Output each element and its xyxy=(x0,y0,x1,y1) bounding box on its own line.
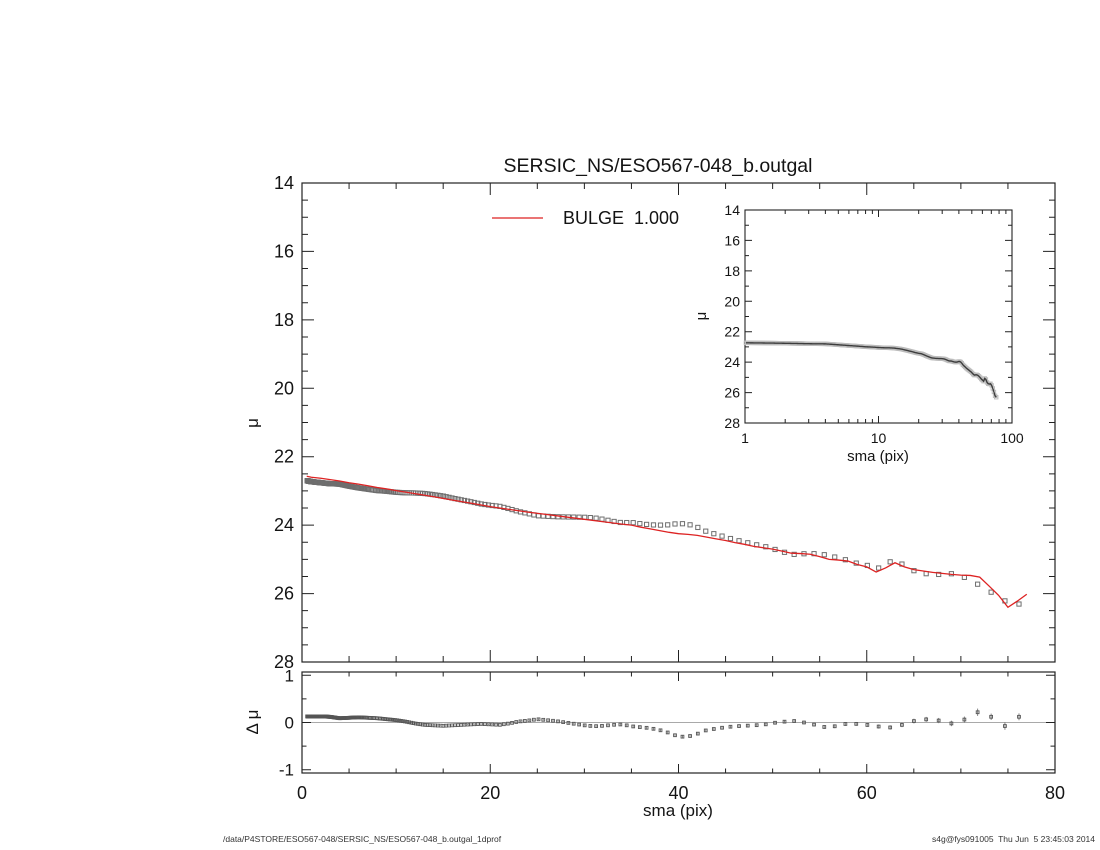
footer-file-path: /data/P4STORE/ESO567-048/SERSIC_NS/ESO56… xyxy=(223,834,502,844)
residual-points xyxy=(305,710,1021,739)
main-y-tick-label: 14 xyxy=(274,173,294,193)
inset-y-tick-label: 26 xyxy=(724,385,740,401)
main-profile-panel: 14 16 18 20 22 24 26 28 xyxy=(274,173,1056,672)
main-plot-frame xyxy=(301,182,1056,663)
inset-x-tick-label: 100 xyxy=(1000,430,1024,446)
inset-y-tick-label: 18 xyxy=(724,263,740,279)
footer-user-timestamp: s4g@fys091005 Thu Jun 5 23:45:03 2014 xyxy=(932,834,1095,844)
inset-axis-ticks xyxy=(744,209,1013,424)
main-y-axis-label: μ xyxy=(243,418,262,428)
inset-x-axis-label: sma (pix) xyxy=(847,448,909,465)
residual-x-tick-label: 20 xyxy=(480,783,500,803)
inset-data-band xyxy=(743,340,999,400)
main-y-tick-label: 26 xyxy=(274,584,294,604)
inset-y-tick-label: 24 xyxy=(724,354,740,370)
residual-y-tick-label: -1 xyxy=(279,761,294,780)
observed-data-points xyxy=(304,478,1022,607)
residual-y-axis-label: Δ μ xyxy=(243,710,262,735)
inset-x-tick-label: 10 xyxy=(871,430,887,446)
main-y-tick-label: 18 xyxy=(274,310,294,330)
main-y-tick-label: 16 xyxy=(274,241,294,261)
residual-y-tick-label: 0 xyxy=(285,714,294,733)
inset-data-line xyxy=(745,342,997,398)
inset-y-tick-label: 14 xyxy=(724,202,740,218)
inset-y-tick-label: 22 xyxy=(724,324,740,340)
bulge-model-line xyxy=(306,475,1028,609)
x-axis-label: sma (pix) xyxy=(643,801,713,820)
inset-log-panel: 14 16 18 20 22 24 26 281 10 100 xyxy=(724,202,1023,446)
main-y-tick-label: 28 xyxy=(274,652,294,672)
main-y-tick-label: 22 xyxy=(274,447,294,467)
residual-plot-frame xyxy=(301,671,1056,774)
inset-y-tick-label: 16 xyxy=(724,232,740,248)
residual-x-tick-label: 60 xyxy=(857,783,877,803)
inset-plot-frame xyxy=(744,209,1013,424)
main-y-tick-label: 24 xyxy=(274,515,294,535)
legend-label: BULGE 1.000 xyxy=(563,208,679,228)
inset-y-tick-label: 20 xyxy=(724,293,740,309)
inset-y-axis-label: μ xyxy=(693,312,710,321)
residual-y-tick-label: 1 xyxy=(285,666,294,685)
inset-y-tick-label: 28 xyxy=(724,415,740,431)
inset-x-tick-label: 1 xyxy=(741,430,749,446)
main-y-tick-label: 20 xyxy=(274,378,294,398)
residual-x-tick-label: 40 xyxy=(668,783,688,803)
residual-x-tick-label: 80 xyxy=(1045,783,1065,803)
residual-x-tick-label: 0 xyxy=(297,783,307,803)
plot-title: SERSIC_NS/ESO567-048_b.outgal xyxy=(504,155,813,177)
